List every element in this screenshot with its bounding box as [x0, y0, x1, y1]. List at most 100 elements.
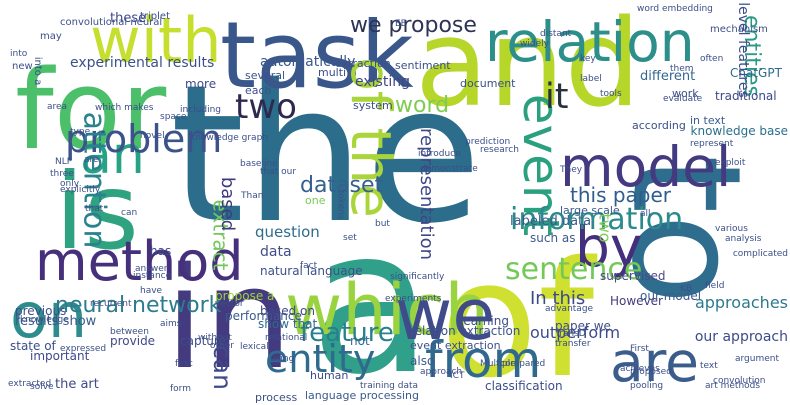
- cloud-word-is: is: [55, 151, 139, 273]
- cloud-word-tools: tools: [600, 89, 622, 99]
- cloud-word-neural-network: neural network: [55, 293, 222, 318]
- cloud-word-problem: problem: [65, 117, 223, 161]
- cloud-word-ee: EE: [395, 19, 407, 29]
- cloud-word-two: two: [235, 87, 297, 127]
- cloud-word-in-this: In this: [530, 288, 586, 309]
- cloud-word-several: several: [245, 69, 286, 82]
- cloud-word-classification: classification: [485, 379, 563, 393]
- cloud-word-process: process: [255, 391, 298, 404]
- cloud-word-in: in: [165, 238, 293, 401]
- cloud-word-argument: argument: [735, 354, 780, 364]
- cloud-word-an: an: [80, 126, 145, 186]
- cloud-word-different: different: [640, 69, 696, 84]
- cloud-word-first: First: [630, 344, 649, 354]
- cloud-word-text: text: [700, 361, 718, 371]
- cloud-word-only: only: [60, 179, 80, 189]
- cloud-word-transfer: transfer: [555, 339, 591, 349]
- cloud-word-propose-a: propose a: [215, 289, 275, 303]
- cloud-word-such-as: such as: [530, 231, 576, 245]
- cloud-word-kb: KB: [680, 284, 693, 294]
- cloud-word-labeled-data: labeled data: [510, 214, 592, 229]
- cloud-word-information: information: [510, 202, 684, 237]
- cloud-word-between: between: [110, 327, 149, 337]
- cloud-word-question: question: [255, 223, 320, 241]
- cloud-word-all: all: [640, 209, 651, 219]
- cloud-word-the-art: the art: [55, 377, 99, 392]
- cloud-word-dataset: dataset: [300, 173, 384, 198]
- cloud-word-evaluate: evaluate: [663, 94, 703, 104]
- cloud-word-relation-extraction: relation extraction: [410, 324, 521, 338]
- cloud-word-paper-we: paper we: [555, 319, 611, 333]
- cloud-word-can: can: [207, 345, 237, 390]
- cloud-word-each: each: [245, 84, 272, 97]
- cloud-word-knowledge-base: knowledge base: [690, 124, 788, 138]
- cloud-word-nlp: NLP: [55, 157, 73, 167]
- cloud-word-multiple: Multiple: [480, 359, 516, 369]
- cloud-word-area: area: [47, 102, 68, 112]
- cloud-word-vector: vector: [215, 299, 244, 309]
- cloud-word-document: document: [460, 77, 516, 90]
- cloud-word-one: one: [305, 194, 326, 207]
- cloud-word-more: more: [185, 77, 217, 91]
- cloud-word-baseline: baseline: [240, 159, 278, 169]
- cloud-word-into-a: into a: [32, 56, 44, 86]
- cloud-word-triplet: triplet: [140, 11, 171, 22]
- cloud-word-with: with: [90, 4, 222, 77]
- cloud-word-ict: ICT: [450, 371, 465, 381]
- cloud-word-solve: solve: [30, 382, 54, 392]
- cloud-word-a: a: [310, 186, 433, 405]
- cloud-word-work: work: [672, 87, 699, 100]
- cloud-word-provide: provide: [110, 334, 156, 348]
- cloud-word-multi: multi: [318, 66, 347, 79]
- cloud-word-significantly: significantly: [390, 272, 445, 282]
- cloud-word-without: without: [198, 333, 232, 343]
- cloud-word-compared: compared: [500, 359, 546, 369]
- cloud-word-extraction: extraction: [335, 57, 391, 70]
- cloud-word-introduce: introduce: [418, 149, 461, 159]
- cloud-word-instance: instance: [133, 271, 172, 281]
- cloud-word-tokens: tokens: [335, 189, 346, 220]
- cloud-word-into: into: [10, 49, 28, 59]
- cloud-word-word: word: [395, 93, 450, 118]
- cloud-word-advantage: advantage: [545, 304, 594, 314]
- cloud-word-human: human: [310, 369, 349, 382]
- cloud-word-aims: aims: [160, 319, 182, 329]
- cloud-word-form: form: [170, 384, 191, 394]
- cloud-word-are: are: [84, 155, 99, 165]
- cloud-word-for: for: [15, 46, 167, 174]
- cloud-word-experimental-results: experimental results: [70, 55, 215, 71]
- cloud-word-from: from: [425, 331, 542, 389]
- cloud-word-fact: fact: [300, 261, 318, 271]
- cloud-word-existing: existing: [355, 74, 410, 90]
- cloud-word-we: we: [395, 274, 496, 356]
- cloud-word-often: often: [700, 54, 724, 64]
- cloud-word-are: are: [610, 330, 699, 394]
- cloud-word-can: can: [121, 208, 138, 218]
- cloud-word-prediction: prediction: [465, 137, 511, 147]
- cloud-word-approaches: approaches: [694, 293, 788, 312]
- cloud-word-entity: entity: [265, 337, 376, 381]
- cloud-word-has: has: [150, 244, 172, 258]
- cloud-word-method: method: [35, 230, 244, 293]
- cloud-word-in-text: in text: [690, 114, 726, 127]
- cloud-word-traditional: traditional: [715, 89, 777, 103]
- cloud-word-based-on: based on: [260, 304, 315, 318]
- cloud-word-task: task: [220, 2, 414, 109]
- cloud-word-we-propose: we propose: [350, 13, 477, 38]
- cloud-word-recurrent: recurrent: [90, 299, 132, 309]
- cloud-word-distant: distant: [540, 29, 572, 39]
- cloud-word-lexical: lexical: [240, 342, 269, 352]
- cloud-word-them: them: [670, 64, 694, 74]
- cloud-word-knowledge-graph: knowledge graph: [190, 133, 268, 143]
- cloud-word-pooling: pooling: [630, 381, 664, 391]
- cloud-word-represent: represent: [690, 139, 734, 149]
- cloud-word-language-processing: language processing: [305, 389, 419, 402]
- cloud-word-proposed: proposed: [630, 367, 672, 377]
- cloud-word-two: two: [595, 213, 615, 243]
- cloud-word-according: according: [632, 119, 686, 132]
- cloud-word-novel: novel: [140, 131, 165, 141]
- cloud-word-show-that: show that: [258, 317, 318, 331]
- cloud-word-demonstrate: demonstrate: [420, 164, 478, 174]
- cloud-word-these: these: [110, 11, 147, 26]
- cloud-word-word-embedding: word embedding: [637, 4, 713, 14]
